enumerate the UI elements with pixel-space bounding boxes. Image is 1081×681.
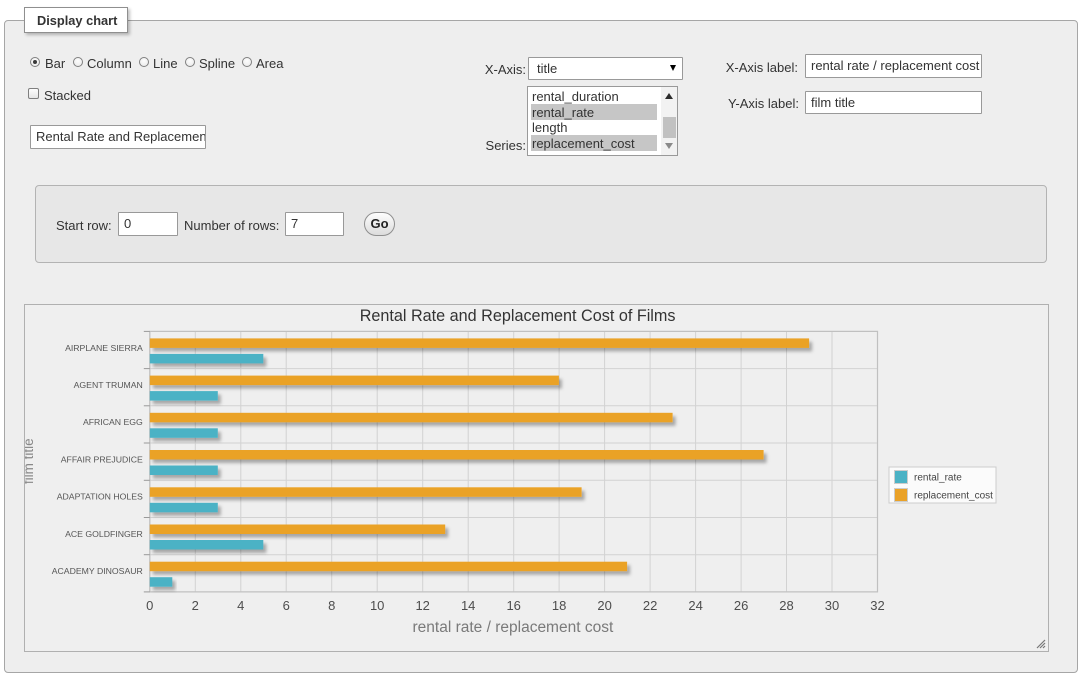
svg-text:0: 0 — [146, 598, 153, 613]
svg-text:ACE GOLDFINGER: ACE GOLDFINGER — [65, 529, 143, 539]
svg-text:18: 18 — [552, 598, 566, 613]
svg-text:rental_rate: rental_rate — [914, 473, 962, 484]
svg-text:replacement_cost: replacement_cost — [914, 491, 993, 502]
svg-text:16: 16 — [506, 598, 520, 613]
svg-text:AFRICAN EGG: AFRICAN EGG — [83, 417, 143, 427]
svg-text:Rental Rate and Replacement Co: Rental Rate and Replacement Cost of Film… — [360, 307, 676, 325]
svg-text:30: 30 — [825, 598, 839, 613]
svg-text:22: 22 — [643, 598, 657, 613]
svg-text:26: 26 — [734, 598, 748, 613]
svg-text:32: 32 — [870, 598, 884, 613]
svg-text:6: 6 — [283, 598, 290, 613]
svg-text:28: 28 — [779, 598, 793, 613]
svg-text:10: 10 — [370, 598, 384, 613]
svg-text:AGENT TRUMAN: AGENT TRUMAN — [74, 380, 143, 390]
svg-text:24: 24 — [688, 598, 702, 613]
svg-text:AFFAIR PREJUDICE: AFFAIR PREJUDICE — [61, 455, 143, 465]
svg-text:ADAPTATION HOLES: ADAPTATION HOLES — [57, 492, 143, 502]
svg-text:film title: film title — [25, 438, 36, 484]
svg-text:4: 4 — [237, 598, 244, 613]
svg-text:20: 20 — [597, 598, 611, 613]
svg-text:14: 14 — [461, 598, 475, 613]
svg-text:rental rate / replacement cost: rental rate / replacement cost — [413, 619, 614, 636]
svg-text:ACADEMY DINOSAUR: ACADEMY DINOSAUR — [52, 566, 143, 576]
svg-text:AIRPLANE SIERRA: AIRPLANE SIERRA — [65, 343, 143, 353]
svg-text:12: 12 — [415, 598, 429, 613]
svg-text:2: 2 — [192, 598, 199, 613]
svg-text:8: 8 — [328, 598, 335, 613]
